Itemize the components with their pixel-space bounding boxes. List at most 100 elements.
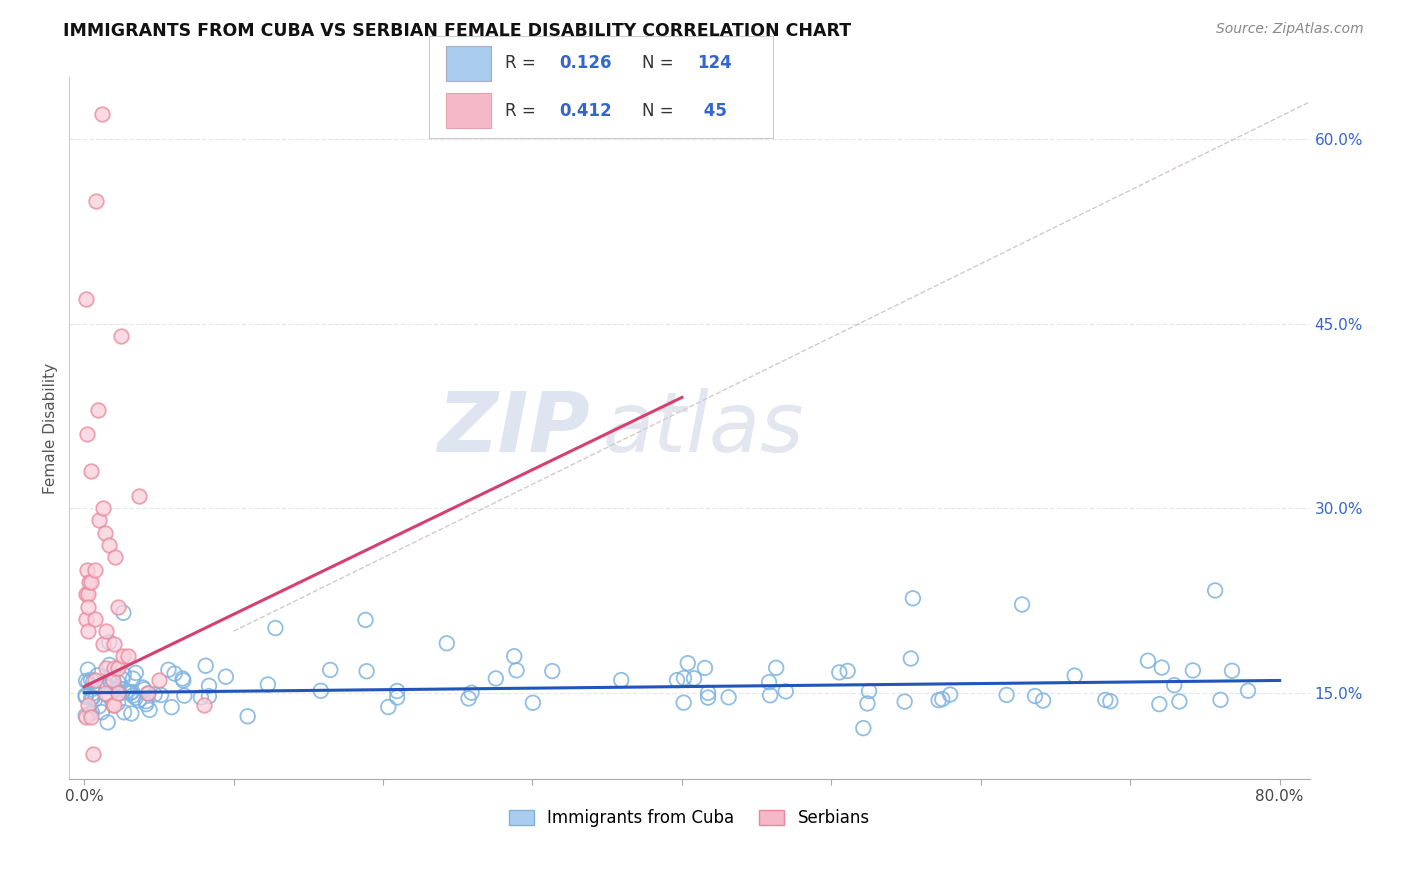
Point bbox=[110, 329, 132, 343]
Point bbox=[76, 599, 98, 614]
Point bbox=[77, 624, 100, 639]
Point bbox=[84, 691, 107, 706]
Point bbox=[134, 682, 156, 697]
Point bbox=[115, 684, 138, 698]
Point bbox=[91, 636, 114, 650]
Point bbox=[94, 624, 117, 639]
Point bbox=[112, 606, 135, 620]
Point bbox=[1168, 694, 1191, 708]
Point bbox=[1032, 693, 1054, 707]
Point bbox=[198, 679, 221, 693]
Point bbox=[103, 661, 125, 675]
Point bbox=[995, 688, 1018, 702]
Point bbox=[683, 671, 706, 685]
Point bbox=[75, 708, 97, 723]
Text: ZIP: ZIP bbox=[437, 388, 591, 468]
Point bbox=[319, 663, 342, 677]
Point bbox=[150, 688, 173, 702]
FancyBboxPatch shape bbox=[446, 46, 491, 81]
Point bbox=[356, 664, 378, 678]
Point bbox=[76, 563, 98, 577]
Point bbox=[1136, 654, 1159, 668]
Point bbox=[1181, 664, 1204, 678]
Point bbox=[107, 661, 129, 675]
Point bbox=[828, 665, 851, 680]
Point bbox=[135, 694, 157, 708]
Text: atlas: atlas bbox=[603, 388, 804, 468]
Point bbox=[697, 686, 720, 700]
Text: 0.412: 0.412 bbox=[560, 102, 613, 120]
Point bbox=[101, 667, 124, 681]
Point bbox=[939, 688, 962, 702]
Point bbox=[852, 721, 875, 735]
Point bbox=[122, 672, 145, 686]
Point bbox=[82, 690, 104, 705]
Point bbox=[173, 689, 195, 703]
Point bbox=[900, 651, 922, 665]
Point bbox=[87, 680, 110, 694]
Point bbox=[107, 675, 129, 690]
Point bbox=[672, 671, 695, 685]
Point bbox=[138, 703, 160, 717]
Point bbox=[666, 673, 689, 688]
Point bbox=[77, 698, 100, 712]
Point bbox=[460, 686, 482, 700]
Text: R =: R = bbox=[505, 102, 541, 120]
Point bbox=[97, 715, 120, 730]
Point bbox=[697, 690, 720, 705]
Point bbox=[107, 599, 129, 614]
Point bbox=[1204, 583, 1226, 598]
Point bbox=[94, 525, 117, 540]
Point bbox=[148, 673, 170, 688]
Point bbox=[377, 700, 399, 714]
Point bbox=[1149, 697, 1171, 711]
Point bbox=[84, 563, 107, 577]
Point bbox=[143, 688, 166, 702]
Point bbox=[775, 684, 797, 698]
Point bbox=[75, 710, 97, 724]
Point bbox=[94, 677, 117, 691]
Point bbox=[1237, 683, 1260, 698]
Point bbox=[108, 687, 131, 701]
Point bbox=[111, 648, 134, 663]
Text: R =: R = bbox=[505, 54, 541, 72]
Point bbox=[309, 683, 332, 698]
Point bbox=[172, 673, 194, 688]
Point bbox=[128, 489, 150, 503]
Point bbox=[457, 691, 479, 706]
Point bbox=[112, 682, 135, 697]
Point bbox=[101, 672, 124, 686]
Point bbox=[80, 691, 103, 706]
Point bbox=[193, 698, 215, 712]
Point bbox=[112, 667, 135, 681]
Point bbox=[672, 696, 695, 710]
Point bbox=[215, 670, 238, 684]
Point bbox=[194, 658, 217, 673]
Point bbox=[1024, 689, 1046, 703]
Text: 45: 45 bbox=[697, 102, 727, 120]
Text: 0.126: 0.126 bbox=[560, 54, 612, 72]
Point bbox=[112, 705, 135, 719]
Point bbox=[103, 698, 125, 712]
Point bbox=[717, 690, 740, 705]
Y-axis label: Female Disability: Female Disability bbox=[44, 363, 58, 494]
Legend: Immigrants from Cuba, Serbians: Immigrants from Cuba, Serbians bbox=[502, 803, 876, 834]
Point bbox=[264, 621, 287, 635]
Text: 124: 124 bbox=[697, 54, 733, 72]
Point bbox=[190, 690, 212, 705]
Point bbox=[104, 682, 127, 697]
Point bbox=[385, 684, 408, 698]
Point bbox=[610, 673, 633, 687]
Point bbox=[98, 635, 121, 649]
Point bbox=[901, 591, 924, 606]
Point bbox=[121, 689, 143, 703]
Point bbox=[82, 747, 104, 762]
Point bbox=[436, 636, 458, 650]
FancyBboxPatch shape bbox=[446, 93, 491, 128]
Point bbox=[693, 661, 716, 675]
Text: Source: ZipAtlas.com: Source: ZipAtlas.com bbox=[1216, 22, 1364, 37]
Point bbox=[80, 673, 103, 687]
Point bbox=[354, 613, 377, 627]
Point bbox=[103, 698, 125, 712]
Point bbox=[125, 665, 148, 680]
